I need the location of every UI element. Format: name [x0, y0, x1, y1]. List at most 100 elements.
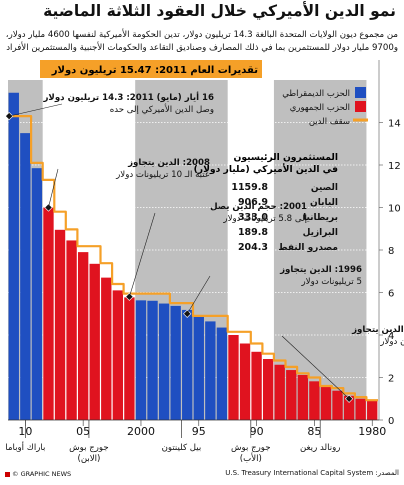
estimate-label: تقديرات العام 2011: 15.47 تريليون دولار: [51, 65, 258, 76]
estimate-box-bg: [40, 60, 262, 78]
debt-bar: [20, 133, 31, 420]
legend-swatch-republican: [355, 101, 366, 112]
debt-bar: [43, 207, 54, 420]
investor-value: 189.8: [238, 227, 268, 238]
debt-bar: [147, 300, 158, 420]
investor-value: 204.3: [238, 242, 268, 253]
annotation-text: إلى 5.8 تريليونات دولار: [222, 214, 307, 224]
intro-line-1: من مجموع ديون الولايات المتحدة البالغة 1…: [5, 30, 398, 40]
debt-bar: [228, 335, 239, 420]
legend-label-democrat: الحزب الديمقراطي: [282, 89, 350, 99]
debt-bars: [8, 92, 378, 420]
ceiling-series: [8, 115, 378, 402]
investors-title-2: في الدين الأميركي (مليار دولار): [194, 163, 338, 175]
x-tick-label: 90: [250, 425, 264, 438]
investor-name: مصدرو النفط: [278, 243, 338, 253]
annotation-text: 16 أيار (مايو) 2011: 14.3 تريليون دولار: [42, 91, 214, 103]
y-tick-label: 6: [388, 289, 394, 300]
chart-title: نمو الدين الأميركي خلال العقود الثلاثة ا…: [43, 2, 396, 20]
debt-bar: [31, 168, 43, 420]
president-label: جورج بوش: [69, 443, 109, 453]
estimate-box: تقديرات العام 2011: 15.47 تريليون دولار: [40, 60, 262, 78]
debt-bar: [112, 290, 124, 420]
y-tick-label: 10: [388, 204, 401, 215]
annotations: 16 أيار (مايو) 2011: 14.3 تريليون دولارو…: [5, 91, 404, 403]
annotation-text: 2001: حجم الدين يصل: [210, 202, 307, 212]
y-tick-label: 14: [388, 119, 401, 130]
debt-bar: [320, 386, 332, 420]
debt-bar: [66, 240, 77, 420]
chart-intro: من مجموع ديون الولايات المتحدة البالغة 1…: [4, 29, 398, 54]
debt-bar: [182, 309, 193, 420]
x-tick-label: 05: [76, 425, 90, 438]
x-tick-label: 95: [192, 425, 206, 438]
debt-bar: [101, 277, 112, 420]
debt-bar: [367, 400, 378, 420]
annotation-marker: [5, 112, 14, 121]
annotation-text: 2008: الدين يتجاوز: [127, 158, 210, 168]
annotation-leader: [129, 212, 156, 297]
investor-value: 333.0: [238, 212, 268, 223]
president-label: (الأب): [240, 452, 262, 464]
brand-square-icon: [5, 471, 10, 477]
debt-bar: [274, 364, 285, 420]
investor-name: البرازيل: [303, 228, 338, 238]
investor-name: اليابان: [310, 198, 338, 208]
annotation-text: عتبة الـ 10 تريليونات دولار: [115, 170, 210, 180]
president-label: باراك أوباما: [5, 441, 45, 453]
debt-bar: [216, 327, 228, 420]
president-label: رونالد ريغن: [300, 443, 340, 453]
annotation-text: وصل الدين الأميركي إلى حده: [110, 103, 214, 115]
debt-bar: [205, 321, 216, 420]
president-label: (الابن): [77, 454, 100, 464]
x-tick-label: 85: [307, 425, 321, 438]
debt-bar: [8, 92, 19, 420]
debt-bar: [251, 351, 262, 420]
credit-text: © GRAPHIC NEWS: [12, 470, 72, 478]
footer-credit: © GRAPHIC NEWS: [5, 470, 71, 478]
annotation-leader: [281, 335, 350, 399]
debt-bar: [77, 252, 89, 420]
debt-bar: [54, 229, 66, 420]
annotation-leader: [48, 168, 59, 208]
investor-value: 1159.8: [231, 182, 268, 193]
debt-bar: [239, 343, 251, 420]
y-tick-label: 8: [388, 246, 394, 257]
debt-bar: [309, 381, 320, 420]
legend-label-republican: الحزب الجمهوري: [290, 103, 350, 113]
y-tick-label: 2: [388, 374, 394, 385]
annotation-leader: [9, 103, 63, 117]
investor-value: 906.9: [238, 197, 268, 208]
debt-bar: [355, 398, 366, 420]
annotation-text: 1996: الدين يتجاوز: [279, 265, 362, 275]
source-label: المصدر:: [375, 469, 399, 477]
debt-bar: [193, 315, 204, 420]
debt-bar: [286, 370, 297, 420]
investor-name: الصين: [311, 183, 338, 193]
investors-title-1: المستثمرون الرئيسيون: [234, 152, 338, 163]
debt-bar: [170, 305, 181, 420]
debt-bar: [297, 374, 309, 420]
ceiling-line: [8, 115, 378, 402]
y-tick-label: 12: [388, 161, 401, 172]
debt-bar: [135, 300, 147, 420]
y-axis: 0 2 4 6 8 10 12 14: [378, 60, 401, 427]
debt-bar: [332, 390, 343, 420]
debt-bar: [158, 303, 170, 420]
x-tick-label: 1980: [358, 425, 386, 438]
annotation-leader: [186, 275, 211, 314]
annotation-text: 5 تريليونات دولار: [301, 277, 362, 287]
y-tick-label: 0: [388, 416, 394, 427]
intro-line-2: و9700 مليار دولار للمستثمرين بما في ذلك …: [6, 42, 398, 53]
investor-name: بريطانيا: [303, 213, 338, 223]
x-tick-label: 2000: [127, 425, 155, 438]
annotation-text: 1982: الدين يتجاوز: [351, 325, 404, 335]
debt-bar: [124, 297, 135, 420]
footer-source: U.S. Treasury International Capital Syst…: [225, 469, 399, 477]
investors-table: المستثمرون الرئيسيون في الدين الأميركي (…: [194, 152, 338, 253]
debt-bar: [343, 395, 355, 420]
source-text: U.S. Treasury International Capital Syst…: [225, 469, 374, 477]
